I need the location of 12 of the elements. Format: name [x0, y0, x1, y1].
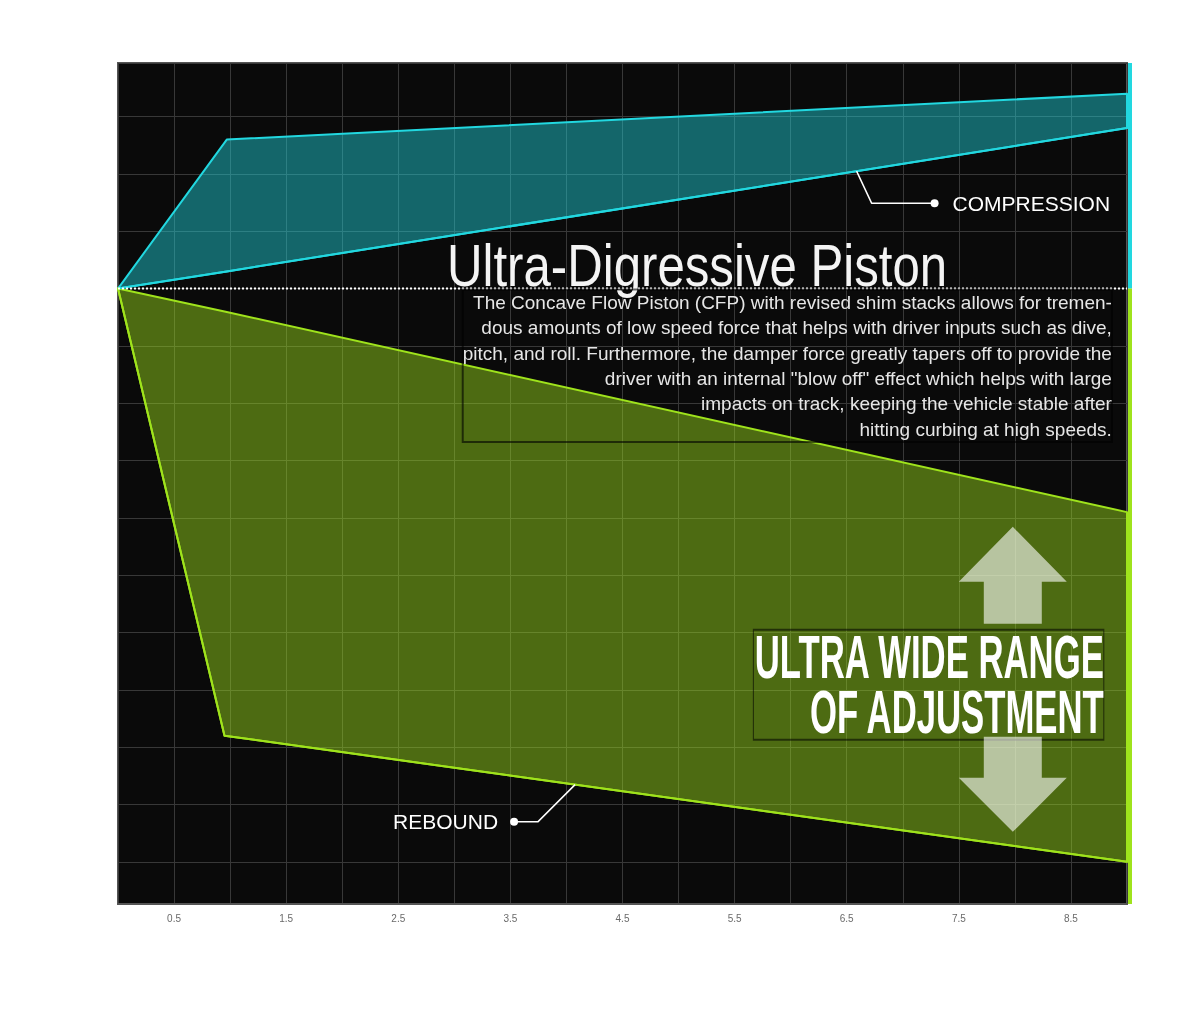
annotation: ULTRA WIDE RANGE OF ADJUSTMENT: [754, 622, 1104, 747]
x-tick-label: 6.5: [839, 912, 855, 924]
x-tick-label: 5.5: [727, 912, 742, 924]
x-tick-label: 7.5: [951, 912, 967, 924]
x-tick-label: 4.5: [615, 912, 630, 924]
series-label: REBOUND: [393, 810, 499, 834]
x-tick-label: 8.5: [1063, 912, 1079, 924]
series-label: COMPRESSION: [952, 191, 1111, 215]
x-tick-label: 1.5: [279, 912, 294, 924]
x-tick-label: 0.5: [167, 912, 182, 924]
x-tick-label: 2.5: [391, 912, 406, 924]
x-tick-label: 3.5: [503, 912, 518, 924]
